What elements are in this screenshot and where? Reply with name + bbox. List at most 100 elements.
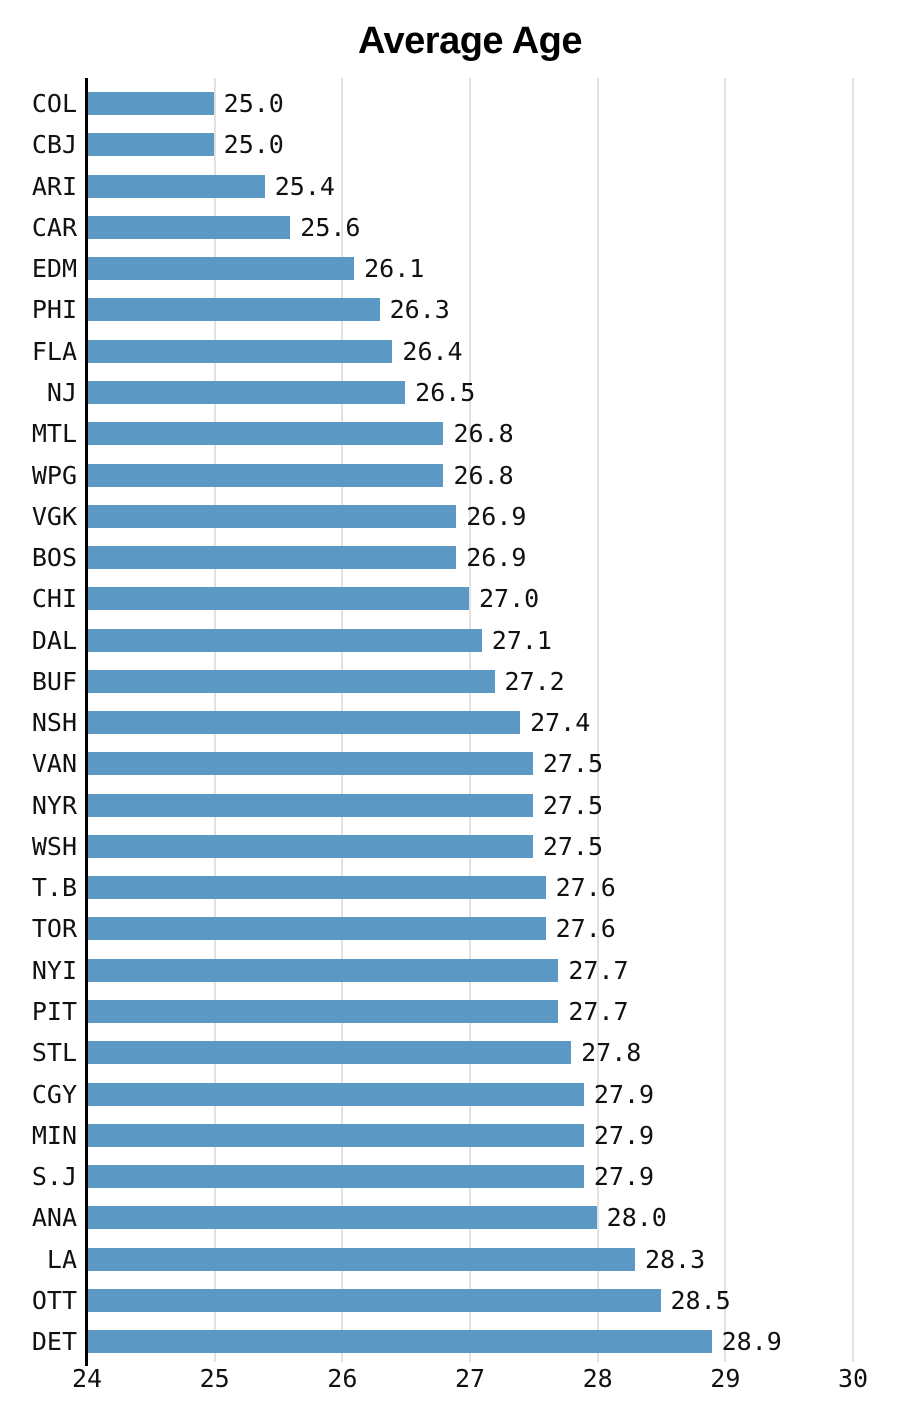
- bar-row: MTL 26.8: [0, 413, 920, 454]
- team-label: VAN: [31, 749, 77, 779]
- bar-row: CGY 27.9: [0, 1073, 920, 1114]
- x-tick-label: 25: [199, 1364, 230, 1393]
- bar-row: EDM 26.1: [0, 248, 920, 289]
- value-label: 28.9: [721, 1327, 782, 1357]
- value-label: 27.7: [568, 996, 629, 1026]
- team-label: NJ: [46, 377, 77, 407]
- team-label: S.J: [31, 1162, 77, 1192]
- bar-row: VAN 27.5: [0, 743, 920, 784]
- bar-row: NYR 27.5: [0, 785, 920, 826]
- bar-row: VGK 26.9: [0, 496, 920, 537]
- bar: [88, 92, 214, 116]
- value-label: 27.4: [530, 708, 591, 738]
- bar-row: CAR 25.6: [0, 207, 920, 248]
- value-label: 27.1: [491, 625, 552, 655]
- bar-row: MIN 27.9: [0, 1115, 920, 1156]
- chart-title: Average Age: [357, 20, 583, 62]
- bar: [88, 133, 214, 157]
- bar-row: NSH 27.4: [0, 702, 920, 743]
- bar: [88, 834, 533, 858]
- team-label: BUF: [31, 666, 77, 696]
- x-tick-label: 28: [582, 1364, 613, 1393]
- x-axis-tick-labels: 24 25 26 27 28 29 30: [0, 1362, 920, 1402]
- bar: [88, 1247, 635, 1271]
- bar-row: DAL 27.1: [0, 619, 920, 660]
- bar: [88, 1041, 572, 1065]
- bar-row: ARI 25.4: [0, 166, 920, 207]
- value-label: 27.7: [568, 955, 629, 985]
- value-label: 25.0: [223, 130, 284, 160]
- team-label: CHI: [31, 584, 77, 614]
- bar: [88, 752, 533, 776]
- bar-row: BOS 26.9: [0, 537, 920, 578]
- bar-row: FLA 26.4: [0, 331, 920, 372]
- team-label: STL: [31, 1038, 77, 1068]
- team-label: VGK: [31, 501, 77, 531]
- bar: [88, 463, 444, 487]
- value-label: 27.2: [504, 666, 565, 696]
- value-label: 27.5: [542, 831, 604, 861]
- value-label: 26.8: [453, 419, 514, 449]
- bar-row: PIT 27.7: [0, 991, 920, 1032]
- gridline: [724, 78, 727, 1362]
- bar-row: CBJ 25.0: [0, 124, 920, 165]
- bar: [88, 1330, 712, 1354]
- bar: [88, 999, 559, 1023]
- bar-row: WSH 27.5: [0, 826, 920, 867]
- value-label: 27.9: [593, 1079, 655, 1109]
- bar: [88, 422, 444, 446]
- bar-row: CHI 27.0: [0, 578, 920, 619]
- x-tick-label: 24: [71, 1364, 103, 1393]
- value-label: 25.0: [223, 89, 284, 119]
- x-tick-label: 29: [710, 1364, 741, 1393]
- value-label: 28.3: [644, 1244, 706, 1274]
- team-label: EDM: [31, 254, 77, 284]
- bar: [88, 1206, 597, 1230]
- x-tick-label: 27: [454, 1364, 486, 1393]
- value-label: 27.5: [542, 790, 604, 820]
- bar-row: LA 28.3: [0, 1238, 920, 1279]
- team-label: MTL: [31, 419, 77, 449]
- team-label: NYI: [31, 955, 77, 985]
- bar-row: OTT 28.5: [0, 1280, 920, 1321]
- bar: [88, 339, 393, 363]
- bar-row: STL 27.8: [0, 1032, 920, 1073]
- team-label: ARI: [31, 171, 77, 201]
- value-label: 28.0: [606, 1203, 667, 1233]
- value-label: 27.9: [593, 1162, 655, 1192]
- team-label: LA: [46, 1244, 77, 1274]
- team-label: MIN: [31, 1120, 77, 1150]
- team-label: CBJ: [31, 130, 77, 160]
- value-label: 25.4: [274, 171, 335, 201]
- value-label: 26.3: [389, 295, 450, 325]
- bar-row: NYI 27.7: [0, 950, 920, 991]
- gridline: [596, 78, 599, 1362]
- bar: [88, 669, 495, 693]
- value-label: 26.4: [402, 336, 463, 366]
- bar: [88, 504, 457, 528]
- team-label: COL: [31, 89, 77, 119]
- team-label: NYR: [31, 790, 77, 820]
- bar: [88, 958, 559, 982]
- bar: [88, 215, 291, 239]
- bar-row: BUF 27.2: [0, 661, 920, 702]
- bar: [88, 298, 380, 322]
- bar-row: DET 28.9: [0, 1321, 920, 1362]
- team-label: WSH: [31, 831, 77, 861]
- value-label: 26.9: [466, 543, 527, 573]
- team-label: ANA: [31, 1203, 77, 1233]
- x-tick-label: 26: [327, 1364, 358, 1393]
- team-label: CAR: [31, 212, 77, 242]
- bar: [88, 628, 482, 652]
- bar: [88, 793, 533, 817]
- bar: [88, 546, 457, 570]
- bar-row: ANA 28.0: [0, 1197, 920, 1238]
- team-label: T.B: [31, 873, 77, 903]
- value-label: 27.9: [593, 1120, 655, 1150]
- value-label: 26.1: [364, 254, 425, 284]
- team-label: CGY: [31, 1079, 77, 1109]
- bar: [88, 917, 546, 941]
- bar-row: S.J 27.9: [0, 1156, 920, 1197]
- bar: [88, 711, 521, 735]
- value-label: 26.8: [453, 460, 514, 490]
